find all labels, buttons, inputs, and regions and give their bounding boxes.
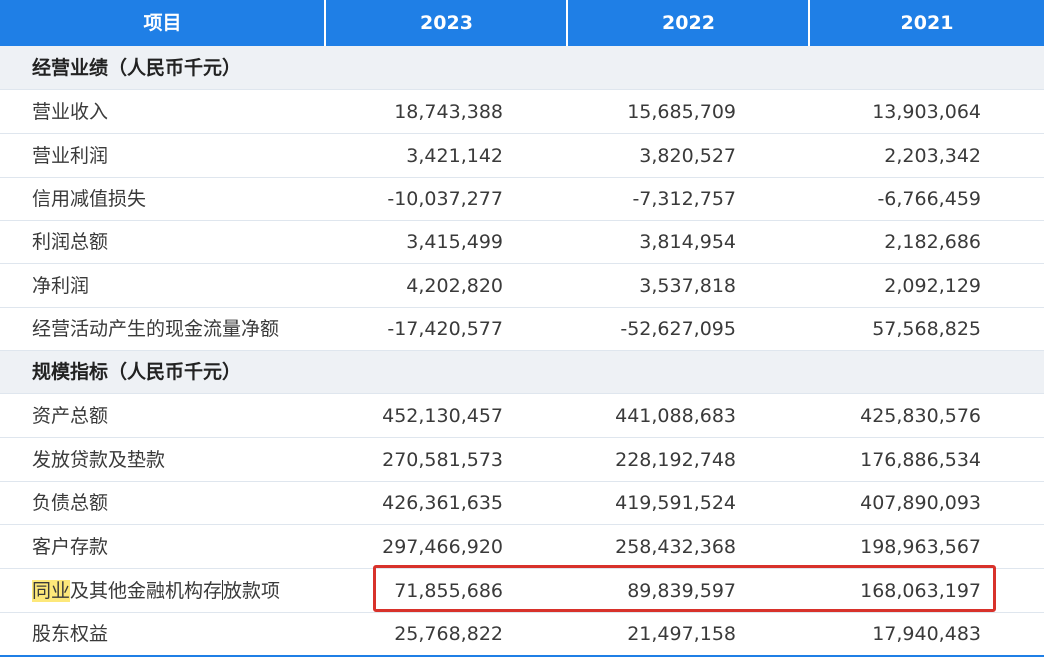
- table-row: 客户存款 297,466,920 258,432,368 198,963,567: [0, 525, 1044, 569]
- row-label: 信用减值损失: [32, 188, 147, 210]
- row-label: 发放贷款及垫款: [32, 449, 166, 471]
- header-2023: 2023: [420, 12, 473, 34]
- value-2021: 198,963,567: [860, 536, 981, 558]
- value-2023: 25,768,822: [394, 623, 503, 645]
- table-row-highlighted: 同业及其他金融机构存放款项 71,855,686 89,839,597 168,…: [0, 569, 1044, 613]
- header-2021: 2021: [900, 12, 954, 34]
- value-2022: 441,088,683: [615, 405, 736, 427]
- header-2022: 2022: [662, 12, 715, 34]
- table-bottom-border: [0, 655, 1044, 657]
- header-divider: [808, 0, 810, 46]
- value-2022: 89,839,597: [627, 580, 736, 602]
- table-row: 净利润 4,202,820 3,537,818 2,092,129: [0, 264, 1044, 308]
- value-2022: -52,627,095: [620, 318, 736, 340]
- table-row: 发放贷款及垫款 270,581,573 228,192,748 176,886,…: [0, 438, 1044, 482]
- value-2022: 228,192,748: [615, 449, 736, 471]
- table-row: 负债总额 426,361,635 419,591,524 407,890,093: [0, 482, 1044, 525]
- table-row: 经营活动产生的现金流量净额 -17,420,577 -52,627,095 57…: [0, 308, 1044, 351]
- header-divider: [324, 0, 326, 46]
- value-2022: -7,312,757: [632, 188, 736, 210]
- section-title: 经营业绩（人民币千元）: [32, 57, 242, 79]
- table-row: 资产总额 452,130,457 441,088,683 425,830,576: [0, 394, 1044, 438]
- table-row: 利润总额 3,415,499 3,814,954 2,182,686: [0, 221, 1044, 264]
- row-label: 资产总额: [32, 405, 109, 427]
- value-2021: 17,940,483: [872, 623, 981, 645]
- row-label-rest: 放款项: [223, 580, 281, 602]
- table-row: 营业收入 18,743,388 15,685,709 13,903,064: [0, 90, 1044, 134]
- value-2022: 258,432,368: [615, 536, 736, 558]
- value-2022: 3,814,954: [639, 231, 736, 253]
- value-2023: 18,743,388: [394, 101, 503, 123]
- value-2022: 3,537,818: [639, 275, 736, 297]
- table-header: 项目 2023 2022 2021: [0, 0, 1044, 46]
- row-label: 利润总额: [32, 231, 109, 253]
- value-2023: 4,202,820: [406, 275, 503, 297]
- value-2021: 2,203,342: [884, 145, 981, 167]
- row-label: 营业利润: [32, 145, 109, 167]
- value-2023: -10,037,277: [387, 188, 503, 210]
- value-2022: 419,591,524: [615, 492, 736, 514]
- header-item: 项目: [143, 12, 182, 34]
- section-header: 经营业绩（人民币千元）: [0, 46, 1044, 90]
- table-row: 营业利润 3,421,142 3,820,527 2,203,342: [0, 134, 1044, 178]
- value-2021: 168,063,197: [860, 580, 981, 602]
- section-title: 规模指标（人民币千元）: [32, 361, 242, 383]
- value-2023: 297,466,920: [382, 536, 503, 558]
- value-2023: 3,415,499: [406, 231, 503, 253]
- row-label: 经营活动产生的现金流量净额: [32, 318, 280, 340]
- text-highlight: 同业: [32, 580, 71, 602]
- value-2022: 3,820,527: [639, 145, 736, 167]
- row-label-mid: 及其他金融机构存: [70, 580, 223, 602]
- table-row: 股东权益 25,768,822 21,497,158 17,940,483: [0, 613, 1044, 655]
- row-label: 股东权益: [32, 623, 109, 645]
- value-2023: 426,361,635: [382, 492, 503, 514]
- header-divider: [566, 0, 568, 46]
- value-2021: 13,903,064: [872, 101, 981, 123]
- value-2023: 71,855,686: [394, 580, 503, 602]
- value-2023: -17,420,577: [387, 318, 503, 340]
- red-annotation-box: [373, 565, 996, 612]
- row-label: 净利润: [32, 275, 90, 297]
- row-label: 负债总额: [32, 492, 109, 514]
- value-2021: 425,830,576: [860, 405, 981, 427]
- value-2021: 2,092,129: [884, 275, 981, 297]
- row-label: 客户存款: [32, 536, 109, 558]
- value-2021: 2,182,686: [884, 231, 981, 253]
- value-2021: 57,568,825: [872, 318, 981, 340]
- value-2021: 176,886,534: [860, 449, 981, 471]
- value-2022: 21,497,158: [627, 623, 736, 645]
- value-2023: 270,581,573: [382, 449, 503, 471]
- row-label: 营业收入: [32, 101, 109, 123]
- value-2022: 15,685,709: [627, 101, 736, 123]
- value-2021: 407,890,093: [860, 492, 981, 514]
- table-row: 信用减值损失 -10,037,277 -7,312,757 -6,766,459: [0, 178, 1044, 221]
- section-header: 规模指标（人民币千元）: [0, 351, 1044, 394]
- value-2023: 3,421,142: [406, 145, 503, 167]
- text-cursor: [222, 580, 224, 600]
- row-label[interactable]: 同业及其他金融机构存放款项: [32, 569, 280, 613]
- value-2023: 452,130,457: [382, 405, 503, 427]
- value-2021: -6,766,459: [877, 188, 981, 210]
